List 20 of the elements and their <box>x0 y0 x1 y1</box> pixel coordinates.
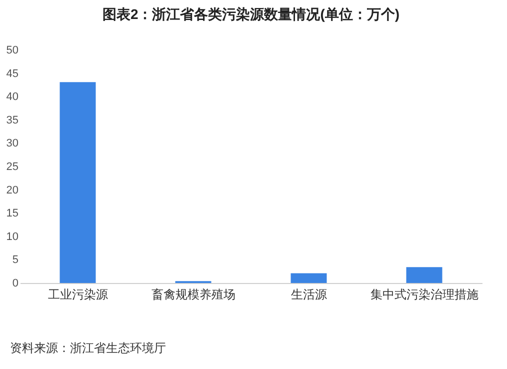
x-tick-label: 生活源 <box>290 288 327 302</box>
y-tick-label: 40 <box>6 91 18 104</box>
chart-title: 图表2：浙江省各类污染源数量情况(单位：万个) <box>102 6 400 22</box>
bar <box>60 82 96 283</box>
text: 资料来源：浙江省生态环境厅 <box>10 340 166 357</box>
y-tick-label: 25 <box>6 161 18 173</box>
y-tick-label: 50 <box>6 44 18 56</box>
x-tick-label: 工业污染源 <box>48 288 108 302</box>
x-tick-label: 集中式污染治理措施 <box>370 288 478 302</box>
y-tick-label: 0 <box>12 278 18 290</box>
y-tick-label: 30 <box>6 138 18 150</box>
y-tick-label: 15 <box>6 208 18 220</box>
y-tick-label: 10 <box>6 230 18 243</box>
y-tick-label: 20 <box>6 184 18 196</box>
y-tick-label: 45 <box>6 68 18 80</box>
y-tick-label: 5 <box>12 254 18 266</box>
bar <box>406 267 442 283</box>
x-tick-label: 畜禽规模养殖场 <box>151 288 236 302</box>
y-tick-label: 35 <box>6 114 18 126</box>
bar <box>290 273 327 283</box>
